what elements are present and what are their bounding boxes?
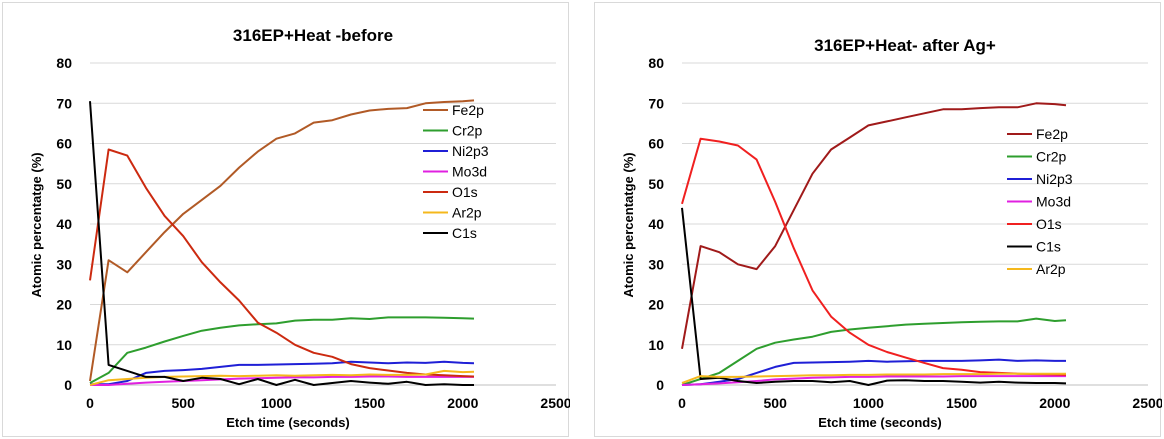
- series-line-fe2p: [89, 99, 475, 382]
- y-tick-label: 0: [656, 377, 664, 393]
- legend-label-ni2p3: Ni2p3: [1036, 171, 1073, 187]
- chart-panel-before: 0 10 20 30 40 50 60 70 80 0 500 1000 1500 2000 2500 Fe2…: [2, 2, 570, 437]
- legend-label-c1s: C1s: [1036, 239, 1061, 255]
- x-axis-label: Etch time (seconds): [818, 415, 942, 430]
- series-line-c1s: [89, 101, 474, 386]
- legend-label-fe2p: Fe2p: [452, 102, 484, 118]
- legend-label-mo3d: Mo3d: [452, 164, 487, 180]
- x-tick-label: 1500: [354, 395, 385, 411]
- x-tick-label: 2000: [1039, 395, 1070, 411]
- legend-label-cr2p: Cr2p: [452, 123, 483, 139]
- x-tick-label: 1500: [946, 395, 977, 411]
- legend-label-fe2p: Fe2p: [1036, 126, 1068, 142]
- x-tick-label: 2500: [1132, 395, 1162, 411]
- x-tick-label: 500: [764, 395, 788, 411]
- chart-title: 316EP+Heat -before: [233, 26, 393, 45]
- legend-label-o1s: O1s: [1036, 216, 1062, 232]
- x-tick-label: 0: [86, 395, 94, 411]
- series-line-ni2p3: [90, 360, 475, 386]
- y-tick-label: 0: [64, 377, 72, 393]
- x-tick-label: 2500: [540, 395, 570, 411]
- series-line-cr2p: [681, 317, 1067, 386]
- chart-svg-before: 0 10 20 30 40 50 60 70 80 0 500 1000 1500 2000 2500 Fe2…: [29, 26, 570, 430]
- y-tick-label: 10: [648, 337, 664, 353]
- legend-label-o1s: O1s: [452, 184, 478, 200]
- chart-svg-after: 0 10 20 30 40 50 60 70 80 0 500 1000 1500 2000 2500 Fe2…: [621, 36, 1162, 430]
- y-tick-label: 30: [56, 256, 72, 272]
- chart-panel-after: 0 10 20 30 40 50 60 70 80 0 500 1000 1500 2000 2500 Fe2…: [594, 2, 1162, 437]
- y-tick-label: 40: [648, 216, 664, 232]
- series-line-mo3d: [90, 375, 474, 386]
- y-tick-label: 60: [56, 136, 72, 152]
- y-tick-label: 80: [648, 55, 664, 71]
- x-tick-label: 1000: [853, 395, 884, 411]
- y-tick-label: 40: [56, 216, 72, 232]
- legend-label-ar2p: Ar2p: [1036, 261, 1066, 277]
- y-tick-label: 10: [56, 337, 72, 353]
- x-tick-label: 500: [172, 395, 196, 411]
- y-tick-label: 50: [56, 176, 72, 192]
- legend-label-ar2p: Ar2p: [452, 205, 482, 221]
- y-tick-label: 70: [56, 95, 72, 111]
- legend-label-cr2p: Cr2p: [1036, 149, 1067, 165]
- series-line-cr2p: [89, 316, 475, 384]
- x-tick-label: 0: [678, 395, 686, 411]
- series-line-ar2p: [681, 372, 1066, 384]
- y-tick-label: 80: [56, 55, 72, 71]
- x-axis-label: Etch time (seconds): [226, 415, 350, 430]
- y-tick-label: 30: [648, 256, 664, 272]
- x-tick-label: 2000: [447, 395, 478, 411]
- series-line-o1s: [681, 137, 1067, 376]
- y-tick-label: 70: [648, 95, 664, 111]
- y-tick-label: 20: [648, 297, 664, 313]
- series-line-fe2p: [681, 102, 1067, 349]
- y-tick-label: 50: [648, 176, 664, 192]
- y-tick-label: 60: [648, 136, 664, 152]
- legend-label-c1s: C1s: [452, 225, 477, 241]
- y-tick-label: 20: [56, 297, 72, 313]
- x-tick-label: 1000: [261, 395, 292, 411]
- chart-title: 316EP+Heat- after Ag+: [814, 36, 996, 55]
- series-line-c1s: [681, 207, 1067, 386]
- y-axis-label: Atomic percentatge (%): [29, 152, 44, 297]
- y-axis-label: Atomic percentatge (%): [621, 152, 636, 297]
- legend-label-mo3d: Mo3d: [1036, 194, 1071, 210]
- legend-label-ni2p3: Ni2p3: [452, 143, 489, 159]
